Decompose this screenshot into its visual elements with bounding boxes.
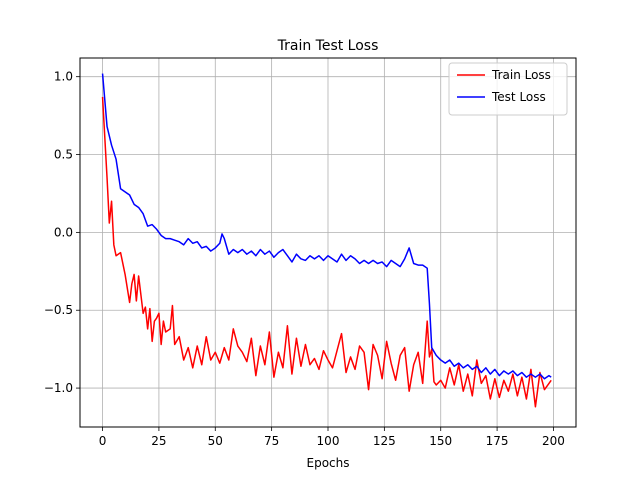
x-axis-label: Epochs: [307, 456, 350, 470]
legend: Train Loss Test Loss: [448, 62, 568, 116]
chart-title: Train Test Loss: [277, 38, 379, 54]
x-axis: 0 25 50 75 100 125 150 175 200: [99, 427, 565, 448]
y-tick-label: −1.0: [44, 381, 73, 395]
x-tick-label: 50: [208, 434, 223, 448]
legend-label-test-loss: Test Loss: [491, 90, 546, 104]
y-tick-label: 0.0: [54, 225, 73, 239]
x-tick-label: 175: [486, 434, 509, 448]
grid: [80, 58, 576, 427]
x-tick-label: 25: [151, 434, 166, 448]
y-axis: −1.0 −0.5 0.0 0.5 1.0: [44, 70, 80, 395]
train-loss-line: [101, 96, 552, 408]
series-layer: [101, 73, 552, 408]
x-tick-label: 125: [373, 434, 396, 448]
y-tick-label: −0.5: [44, 303, 73, 317]
y-tick-label: 0.5: [54, 148, 73, 162]
x-tick-label: 0: [99, 434, 107, 448]
x-tick-label: 100: [317, 434, 340, 448]
x-tick-label: 150: [429, 434, 452, 448]
y-tick-label: 1.0: [54, 70, 73, 84]
x-tick-label: 200: [542, 434, 565, 448]
legend-box: [448, 62, 568, 116]
legend-label-train-loss: Train Loss: [491, 68, 551, 82]
test-loss-line: [101, 73, 552, 380]
x-tick-label: 75: [264, 434, 279, 448]
